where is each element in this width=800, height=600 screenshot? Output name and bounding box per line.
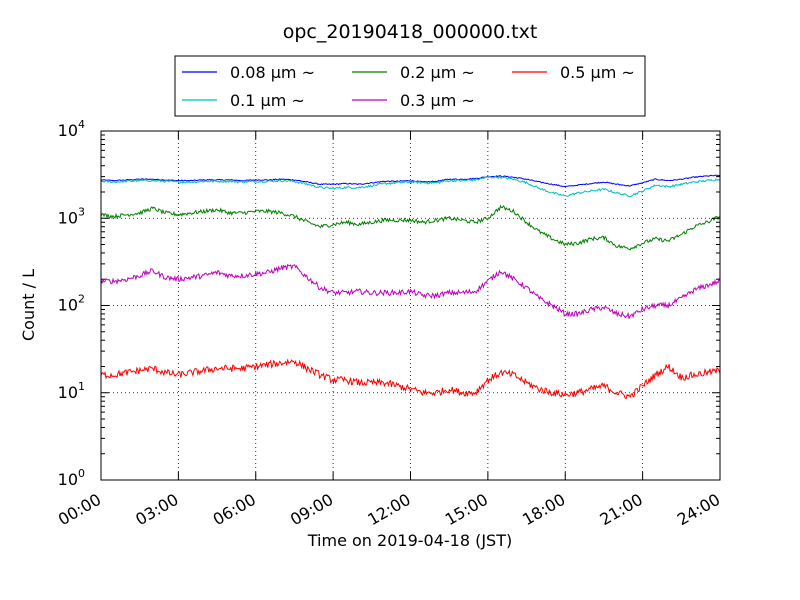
- x-tick-label: 03:00: [132, 490, 181, 530]
- legend-box: [174, 55, 646, 117]
- legend: 0.08 μm ~ 0.1 μm ~ 0.2 μm ~ 0.3 μm ~ 0.5 μm …: [174, 55, 646, 117]
- series-line: [100, 175, 721, 198]
- y-tick-label: 101: [58, 380, 85, 402]
- x-tick-label: 18:00: [519, 490, 568, 530]
- series-line: [100, 263, 721, 320]
- x-tick-label: 00:00: [55, 490, 104, 530]
- series-line: [100, 358, 721, 399]
- x-tick-label: 06:00: [210, 490, 259, 530]
- y-tick-exponent: 2: [78, 293, 85, 306]
- y-tick-exponent: 4: [78, 118, 85, 131]
- x-tick-label: 21:00: [596, 490, 645, 530]
- x-axis-label: Time on 2019-04-18 (JST): [307, 531, 512, 550]
- chart-title: opc_20190418_000000.txt: [283, 21, 538, 43]
- x-tick-label: 09:00: [287, 490, 336, 530]
- y-tick-exponent: 1: [78, 380, 85, 393]
- y-tick-exponent: 0: [78, 467, 85, 480]
- plot-background: [101, 131, 720, 480]
- legend-label: 0.08 μm ~: [230, 63, 315, 82]
- y-tick-exponent: 3: [78, 205, 85, 218]
- x-tick-label: 15:00: [442, 490, 491, 530]
- series-line: [100, 174, 721, 188]
- y-tick-label: 104: [58, 118, 85, 140]
- y-tick-label: 100: [58, 467, 85, 489]
- legend-items: 0.08 μm ~ 0.1 μm ~ 0.2 μm ~ 0.3 μm ~ 0.5 μm …: [182, 63, 635, 110]
- legend-label: 0.1 μm ~: [230, 91, 305, 110]
- plot-area: 00:00 03:00 06:00 09:00 12:00 15:00 18:00 21:00…: [55, 118, 723, 529]
- x-tick-label: 12:00: [364, 490, 413, 530]
- y-tick-label: 103: [58, 205, 85, 227]
- x-tick-label: 24:00: [674, 490, 723, 530]
- series-line: [100, 204, 721, 251]
- y-axis-label: Count / L: [19, 269, 38, 341]
- legend-label: 0.5 μm ~: [560, 63, 635, 82]
- y-tick-label: 102: [58, 293, 85, 315]
- legend-label: 0.2 μm ~: [400, 63, 475, 82]
- legend-label: 0.3 μm ~: [400, 91, 475, 110]
